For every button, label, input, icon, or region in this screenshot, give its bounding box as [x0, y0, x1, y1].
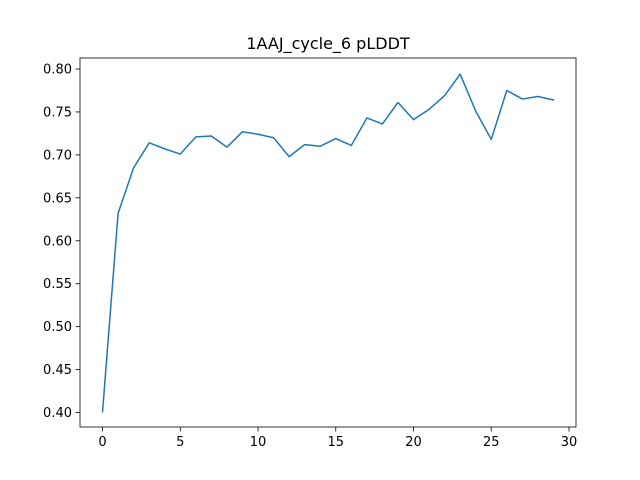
chart-title: 1AAJ_cycle_6 pLDDT — [246, 34, 410, 54]
x-tick-label: 0 — [98, 435, 106, 450]
x-tick-label: 10 — [250, 435, 267, 450]
y-tick-label: 0.45 — [43, 363, 72, 378]
y-tick-label: 0.70 — [43, 148, 72, 163]
x-tick-label: 5 — [176, 435, 184, 450]
y-tick-label: 0.55 — [43, 277, 72, 292]
x-tick-label: 25 — [483, 435, 500, 450]
series-line-0 — [101, 73, 555, 413]
axes-frame — [79, 57, 577, 428]
x-tick-label: 15 — [328, 435, 345, 450]
y-tick-label: 0.40 — [43, 406, 72, 421]
x-tick-label: 20 — [405, 435, 422, 450]
y-tick-label: 0.65 — [43, 191, 72, 206]
plot-area: 0 5 10 15 20 25 30 0.40 0.45 0.50 0.55 0.60 0.65 0.70… — [43, 57, 578, 450]
y-tick-label: 0.75 — [43, 105, 72, 120]
y-tick-label: 0.60 — [43, 234, 72, 249]
y-tick-label: 0.50 — [43, 320, 72, 335]
y-tick-label: 0.80 — [43, 62, 72, 77]
x-tick-label: 30 — [561, 435, 578, 450]
